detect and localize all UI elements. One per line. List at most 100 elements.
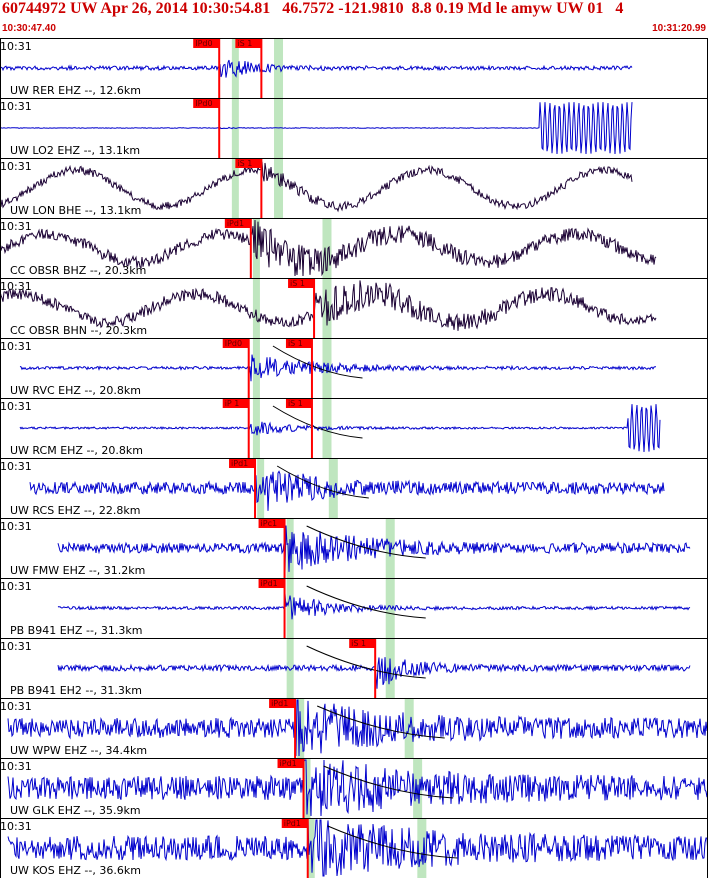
s-window-band [417,818,427,878]
travel-time-curve [272,345,363,379]
minute-label: 10:31 [0,580,32,593]
channel-label: PB B941 EHZ --, 31.3km [10,624,142,637]
minute-label: 10:31 [0,640,32,653]
pick-label-bg [235,38,262,48]
channel-label: UW KOS EHZ --, 36.6km [10,864,141,877]
s-window-band [322,398,332,458]
channel-label: UW RCM EHZ --, 20.8km [10,444,143,457]
channel-panel: 10:31 iPd1 CC OBSR BHZ --, 20.3km [0,218,708,279]
pick-label: iS 1 [351,639,366,648]
waveform-trace [0,102,633,155]
waveform-trace [0,219,657,277]
channel-label: UW RER EHZ --, 12.6km [10,84,141,97]
channel-label: CC OBSR BHN --, 20.3km [10,324,147,337]
p-window-band [231,38,239,98]
minute-label: 10:31 [0,760,32,773]
pick-label: iPd1 [284,819,301,828]
waveform-trace [0,161,633,213]
waveform-trace [7,759,708,817]
pick-label-bg [222,398,249,408]
pick-label-bg [222,338,249,348]
s-window-band [322,218,332,278]
waveform-trace [57,593,691,620]
minute-label: 10:31 [0,160,32,173]
minute-label: 10:31 [0,460,32,473]
pick-label: iPd1 [261,579,278,588]
minute-label: 10:31 [0,700,32,713]
channel-panel: 10:31 iPd1 UW WPW EHZ --, 34.4km [0,698,708,759]
travel-time-curve [272,405,363,439]
channel-panel: 10:31 iPd1 UW GLK EHZ --, 35.9km [0,758,708,819]
p-window-band [286,638,294,698]
s-window-band [328,458,338,518]
pick-label: iPc1 [261,519,278,528]
channel-panel: 10:31 iPd1 UW KOS EHZ --, 36.6km [0,818,708,878]
s-window-band [322,338,332,398]
channel-label: UW WPW EHZ --, 34.4km [10,744,147,757]
p-window-band [252,278,260,338]
p-window-band [286,578,294,638]
pick-label: iPd1 [280,759,297,768]
header: 60744972 UW Apr 26, 2014 10:30:54.81 46.… [0,0,708,38]
channel-panel: 10:31 IPd0 UW LO2 EHZ --, 13.1km [0,98,708,159]
travel-time-curve [327,825,458,859]
s-window-band [404,698,414,758]
travel-time-curve [323,765,454,799]
pick-label-bg [269,698,296,708]
travel-time-curve [276,465,369,499]
pick-label-bg [258,578,285,588]
channel-label: UW FMW EHZ --, 31.2km [10,564,145,577]
waveform-trace [7,699,708,757]
waveform-trace [19,404,661,453]
channel-panel: 10:31 IPd0 iS 1 UW RVC EHZ --, 20.8km [0,338,708,399]
pick-label-bg [285,398,312,408]
pick-label: iPd1 [271,699,288,708]
travel-time-curve [306,585,426,619]
waveform-trace [19,354,657,382]
start-time: 10:30:47.40 [2,23,56,34]
pick-label-bg [281,818,308,828]
channel-panel: 10:31 iPc1 UW FMW EHZ --, 31.2km [0,518,708,579]
channel-panel: 10:31 iPd1 PB B941 EHZ --, 31.3km [0,578,708,639]
pick-label: iP 1 [225,399,240,408]
s-window-band [274,158,284,218]
pick-label: IPd0 [195,39,212,48]
waveform-trace [57,657,691,689]
event-title: 60744972 UW Apr 26, 2014 10:30:54.81 46.… [2,0,624,17]
channel-label: UW RVC EHZ --, 20.8km [10,384,141,397]
pick-label: iPd1 [227,219,244,228]
channel-panel: 10:31 iS 1 PB B941 EH2 --, 31.3km [0,638,708,699]
pick-label-bg [224,218,251,228]
minute-label: 10:31 [0,400,32,413]
pick-label: iS 1 [290,279,305,288]
channel-label: UW LO2 EHZ --, 13.1km [10,144,140,157]
channel-panel: 10:31 iS 1 CC OBSR BHN --, 20.3km [0,278,708,339]
channel-label: UW LON BHE --, 13.1km [10,204,141,217]
minute-label: 10:31 [0,520,32,533]
p-window-band [252,218,260,278]
channel-panel: 10:31 iP 1 iS 1 UW RCM EHZ --, 20.8km [0,398,708,459]
pick-label-bg [285,338,312,348]
waveform-trace [29,470,665,511]
travel-time-curve [306,645,426,679]
pick-label: iPd1 [231,459,248,468]
p-window-band [231,158,239,218]
s-window-band [385,578,395,638]
pick-label: iS 1 [288,399,303,408]
minute-label: 10:31 [0,340,32,353]
channel-label: UW GLK EHZ --, 35.9km [10,804,141,817]
minute-label: 10:31 [0,40,32,53]
channel-label: UW RCS EHZ --, 22.8km [10,504,140,517]
pick-label-bg [235,158,262,168]
pick-label-bg [229,458,256,468]
pick-label: iS 1 [237,159,252,168]
channel-label: CC OBSR BHZ --, 20.3km [10,264,146,277]
pick-label: IPd0 [195,99,212,108]
minute-label: 10:31 [0,820,32,833]
pick-label-bg [193,98,220,108]
pick-label: iS 1 [288,339,303,348]
channel-label: PB B941 EH2 --, 31.3km [10,684,142,697]
pick-label-bg [288,278,315,288]
waveform-trace [7,819,708,877]
